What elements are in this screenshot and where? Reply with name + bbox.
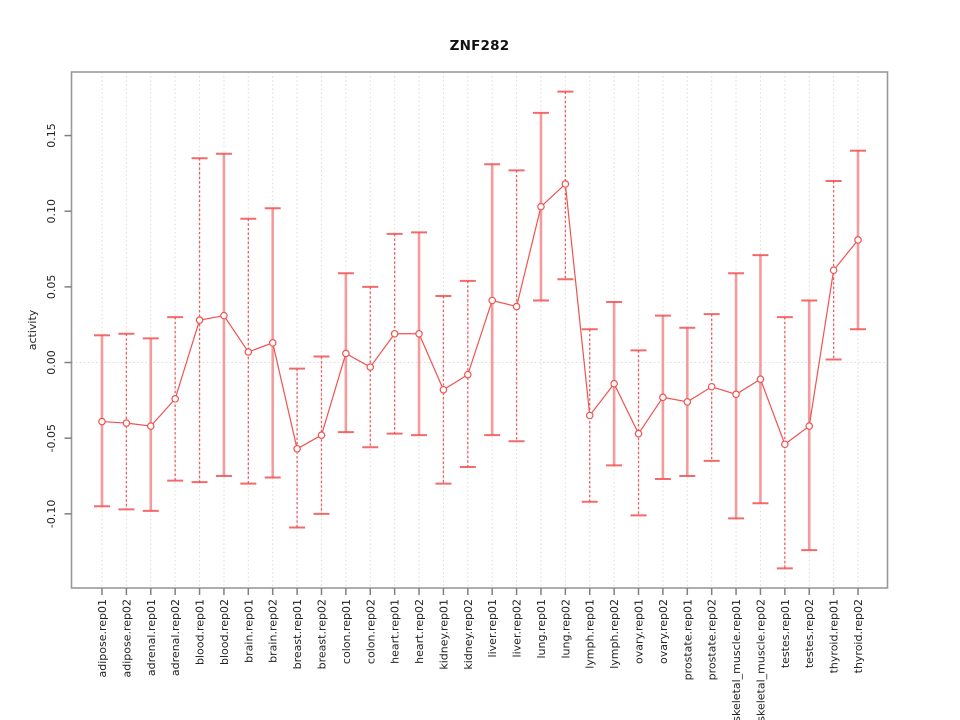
- y-tick-label: 0.00: [45, 350, 58, 375]
- data-point: [195, 316, 204, 324]
- x-tick-label: testes.rep02: [803, 599, 816, 668]
- series-line: [101, 182, 859, 450]
- x-tick-label: skeletal_muscle.rep02: [754, 599, 767, 720]
- x-tick-label: heart.rep02: [413, 599, 426, 664]
- x-tick-label: brain.rep02: [267, 599, 280, 663]
- x-tick-label: testes.rep01: [779, 599, 792, 668]
- x-tick-label: breast.rep01: [291, 599, 304, 669]
- x-tick-label: colon.rep01: [340, 599, 353, 664]
- x-tick-label: adipose.rep01: [96, 599, 109, 678]
- x-tick-label: skeletal_muscle.rep01: [730, 599, 743, 720]
- data-point: [122, 419, 131, 427]
- x-tick-label: adipose.rep02: [120, 599, 133, 678]
- data-point: [854, 236, 862, 244]
- x-tick-label: blood.rep01: [194, 599, 207, 665]
- data-point: [146, 422, 155, 430]
- x-tick-label: lymph.rep02: [608, 599, 621, 669]
- x-tick-label: adrenal.rep02: [169, 599, 182, 676]
- x-tick-label: ovary.rep01: [633, 599, 646, 664]
- data-point: [390, 329, 399, 338]
- data-point: [732, 390, 740, 399]
- data-point: [488, 296, 496, 305]
- x-tick-label: thyroid.rep01: [828, 599, 841, 673]
- y-tick-label: 0.05: [45, 275, 58, 300]
- x-tick-label: kidney.rep02: [462, 599, 475, 670]
- data-point: [585, 411, 594, 420]
- data-point: [268, 339, 277, 347]
- data-point: [683, 398, 692, 406]
- x-tick-label: lung.rep01: [535, 599, 548, 659]
- data-point: [634, 429, 643, 438]
- data-point: [829, 266, 838, 275]
- data-point: [98, 417, 106, 426]
- data-point: [415, 329, 423, 338]
- data-point: [293, 444, 301, 453]
- x-tick-label: kidney.rep01: [437, 599, 450, 670]
- data-point: [561, 180, 570, 188]
- x-tick-label: brain.rep01: [242, 599, 255, 663]
- x-tick-label: lung.rep02: [559, 599, 572, 659]
- data-point: [220, 311, 228, 320]
- x-tick-label: lymph.rep01: [584, 599, 597, 669]
- x-tick-label: breast.rep02: [315, 599, 328, 669]
- x-tick-label: prostate.rep02: [706, 599, 719, 680]
- data-point: [464, 370, 472, 379]
- x-tick-label: colon.rep02: [364, 599, 377, 664]
- y-tick-label: 0.15: [45, 123, 58, 148]
- x-tick-label: liver.rep02: [511, 599, 524, 657]
- data-point: [805, 422, 814, 430]
- data-point: [342, 349, 350, 358]
- data-point: [659, 393, 667, 402]
- x-tick-label: ovary.rep02: [657, 599, 670, 664]
- y-tick-label: -0.10: [45, 500, 58, 528]
- data-point: [439, 385, 448, 394]
- y-tick-label: -0.05: [45, 424, 58, 452]
- y-tick-label: 0.10: [45, 199, 58, 224]
- x-tick-label: thyroid.rep02: [852, 599, 865, 673]
- data-point: [781, 440, 789, 449]
- data-point: [610, 379, 618, 388]
- data-point: [707, 382, 716, 391]
- y-axis-title: activity: [26, 309, 39, 350]
- plot-box: [70, 71, 889, 589]
- x-tick-label: liver.rep01: [486, 599, 499, 657]
- data-point: [171, 395, 179, 403]
- x-tick-label: heart.rep01: [389, 599, 402, 664]
- x-tick-label: blood.rep02: [218, 599, 231, 665]
- x-tick-label: prostate.rep01: [681, 599, 694, 680]
- data-point: [244, 348, 253, 356]
- data-point: [537, 202, 545, 211]
- data-point: [317, 431, 326, 439]
- chart-title: ZNF282: [449, 38, 510, 54]
- data-point: [366, 363, 375, 371]
- x-tick-label: adrenal.rep01: [145, 599, 158, 676]
- data-point: [512, 302, 521, 311]
- data-point: [756, 375, 765, 383]
